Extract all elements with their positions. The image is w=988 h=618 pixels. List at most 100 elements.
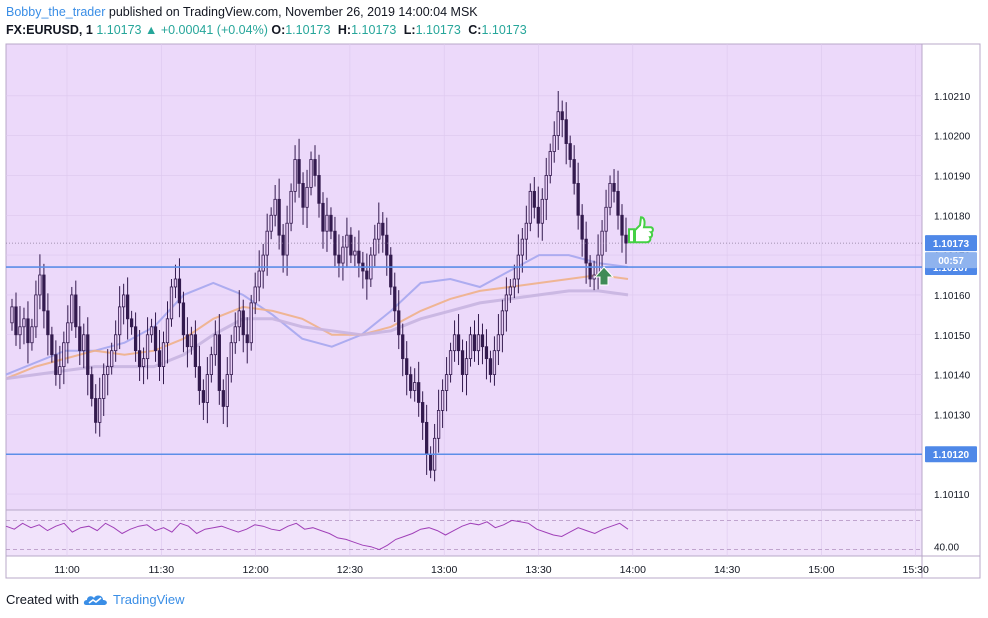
- candle: [26, 301, 30, 364]
- candle: [161, 331, 166, 385]
- candle-body: [46, 310, 50, 336]
- candle-body: [444, 374, 449, 391]
- tradingview-brand[interactable]: TradingView: [112, 592, 185, 607]
- author-link[interactable]: Bobby_the_trader: [6, 5, 106, 19]
- candle: [70, 286, 74, 331]
- candle: [169, 278, 174, 327]
- candle-body: [185, 334, 190, 348]
- candle: [464, 341, 469, 396]
- candle: [345, 217, 349, 268]
- candle-body: [181, 302, 186, 336]
- candle: [205, 357, 209, 424]
- candle-body: [281, 234, 285, 256]
- candle: [102, 363, 106, 417]
- candle: [564, 102, 568, 165]
- open-value: 1.10173: [285, 23, 331, 37]
- candle: [38, 254, 42, 310]
- candle-body: [301, 183, 305, 208]
- candle-body: [389, 254, 393, 288]
- symbol-label: FX:EURUSD, 1: [6, 23, 93, 37]
- candle: [229, 334, 233, 383]
- candle-body: [82, 334, 86, 352]
- candle-body: [169, 286, 174, 320]
- candle: [337, 234, 341, 278]
- candle: [349, 227, 353, 264]
- candle: [508, 278, 513, 303]
- close-label: C:: [468, 23, 482, 37]
- candle-body: [421, 402, 425, 423]
- price-change: ▲ +0.00041 (+0.04%): [144, 23, 268, 37]
- candle: [125, 277, 130, 340]
- candle: [624, 217, 628, 264]
- candle: [285, 205, 289, 276]
- high-label: H:: [337, 23, 352, 37]
- candle-body: [321, 202, 325, 232]
- candle: [173, 264, 178, 299]
- time-tick-label: 12:30: [337, 564, 363, 576]
- candle: [317, 154, 321, 218]
- candle-body: [440, 390, 445, 411]
- price-tick-label: 1.10150: [934, 331, 971, 342]
- candle: [185, 317, 190, 368]
- countdown-tag: 00:57: [938, 256, 964, 267]
- horizontal-levels[interactable]: [6, 242, 922, 456]
- candle: [532, 177, 536, 219]
- moving-average-line: [5, 273, 629, 380]
- candle: [448, 342, 453, 383]
- candle-body: [261, 254, 265, 272]
- candle-body: [417, 382, 421, 403]
- candle-body: [357, 250, 361, 264]
- oscillator-pane-bg: [6, 510, 922, 556]
- candle-body: [496, 334, 501, 352]
- candle-body: [233, 326, 237, 344]
- price-tick-label: 1.10210: [934, 92, 971, 103]
- candle-body: [349, 234, 353, 256]
- axes: 1.102101.102001.101901.101801.101701.101…: [54, 92, 977, 576]
- time-tick-label: 12:00: [242, 564, 268, 576]
- candle-body: [397, 310, 401, 336]
- candle-body: [393, 286, 397, 312]
- candle-body: [145, 334, 150, 360]
- candle: [110, 342, 114, 375]
- candle-body: [18, 326, 22, 336]
- candle-body: [153, 326, 158, 352]
- oscillator-line: [5, 519, 629, 551]
- candle: [393, 272, 397, 323]
- candle-body: [62, 342, 66, 368]
- candle-body: [249, 302, 253, 344]
- candle: [165, 301, 170, 364]
- candle-body: [528, 190, 532, 224]
- candle-body: [26, 318, 30, 344]
- candle: [548, 143, 552, 184]
- candle: [273, 184, 277, 227]
- candle: [50, 326, 54, 363]
- candle: [385, 217, 389, 276]
- candle: [34, 280, 38, 338]
- ohlc-line: FX:EURUSD, 1 1.10173 ▲ +0.00041 (+0.04%)…: [6, 21, 966, 39]
- candle: [405, 341, 409, 396]
- main-pane-bg: [6, 44, 922, 510]
- candle: [281, 224, 285, 273]
- candle-body: [189, 334, 194, 348]
- candle: [620, 204, 624, 253]
- price-tick-label: 1.10200: [934, 132, 971, 143]
- candle-body: [552, 135, 556, 152]
- chart-background: [5, 43, 981, 579]
- candle-body: [476, 334, 481, 352]
- candle-body: [10, 306, 14, 324]
- candle-body: [608, 183, 612, 208]
- candle-body: [612, 183, 616, 192]
- candle: [153, 312, 158, 362]
- candle-body: [125, 294, 130, 320]
- candle: [440, 379, 445, 428]
- candle-body: [110, 350, 114, 368]
- low-label: L:: [403, 23, 416, 37]
- candle-body: [512, 278, 516, 288]
- candle: [572, 145, 576, 195]
- candle-body: [472, 334, 477, 352]
- candle: [245, 317, 249, 364]
- candle-body: [94, 398, 98, 423]
- candle-body: [325, 214, 329, 232]
- candle-body: [604, 206, 608, 232]
